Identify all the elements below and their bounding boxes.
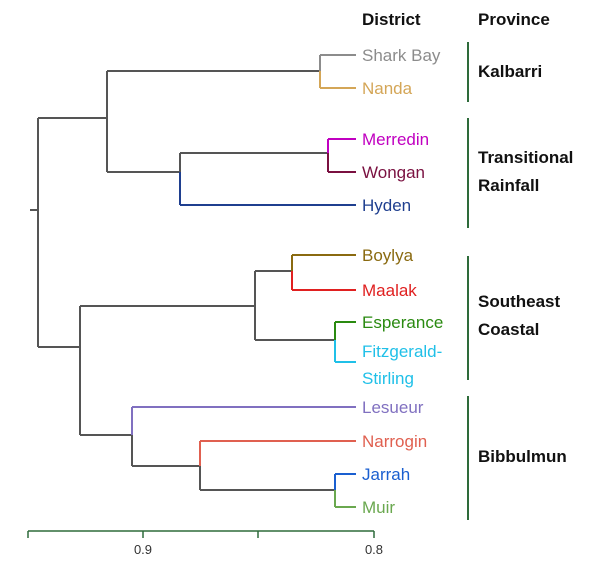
province-kalbarri: Kalbarri (478, 62, 542, 81)
leaf-branches (131, 54, 356, 508)
tree-branches (30, 70, 335, 491)
leaf-stirling: Stirling (362, 369, 414, 388)
leaf-merredin: Merredin (362, 130, 429, 149)
distance-axis (27, 530, 375, 538)
leaf-fitzgerald: Fitzgerald- (362, 342, 442, 361)
axis-tick-label-0.8: 0.8 (365, 542, 383, 557)
province-transitional-line1: Transitional (478, 148, 573, 167)
leaf-boylya: Boylya (362, 246, 414, 265)
province-transitional-line2: Rainfall (478, 176, 539, 195)
leaf-hyden: Hyden (362, 196, 411, 215)
province-bibbulmun: Bibbulmun (478, 447, 567, 466)
leaf-wongan: Wongan (362, 163, 425, 182)
province-labels: Kalbarri Transitional Rainfall Southeast… (478, 62, 573, 466)
leaf-lesueur: Lesueur (362, 398, 424, 417)
leaf-labels: Shark Bay Nanda Merredin Wongan Hyden Bo… (362, 46, 443, 517)
leaf-maalak: Maalak (362, 281, 417, 300)
leaf-muir: Muir (362, 498, 395, 517)
province-southeast-line1: Southeast (478, 292, 561, 311)
leaf-esperance: Esperance (362, 313, 443, 332)
leaf-shark-bay: Shark Bay (362, 46, 441, 65)
axis-tick-label-0.9: 0.9 (134, 542, 152, 557)
district-header: District (362, 10, 421, 29)
province-southeast-line2: Coastal (478, 320, 539, 339)
leaf-narrogin: Narrogin (362, 432, 427, 451)
province-header: Province (478, 10, 550, 29)
leaf-jarrah: Jarrah (362, 465, 410, 484)
leaf-nanda: Nanda (362, 79, 413, 98)
